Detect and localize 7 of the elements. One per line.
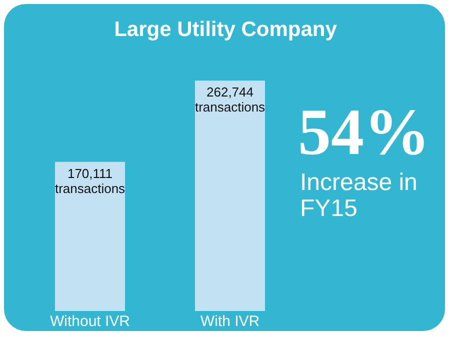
data-label: 170,111 transactions bbox=[54, 166, 126, 196]
x-tick-label: Without IVR bbox=[50, 313, 130, 330]
data-label: 262,744 transactions bbox=[194, 84, 266, 115]
annotation: 54% bbox=[298, 96, 430, 169]
chart-title: Large Utility Company bbox=[113, 18, 338, 42]
annotation: Increase in FY15 bbox=[300, 169, 418, 223]
x-tick-label: With IVR bbox=[200, 313, 260, 330]
